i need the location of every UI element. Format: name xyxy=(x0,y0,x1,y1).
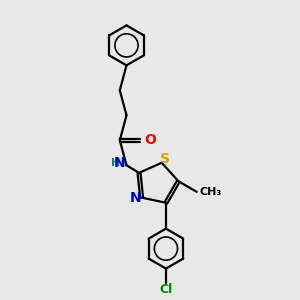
Text: O: O xyxy=(144,133,156,147)
Text: H: H xyxy=(111,158,120,169)
Text: Cl: Cl xyxy=(159,283,172,296)
Text: S: S xyxy=(160,152,170,166)
Text: N: N xyxy=(113,157,125,170)
Text: N: N xyxy=(129,190,141,205)
Text: CH₃: CH₃ xyxy=(199,187,221,197)
